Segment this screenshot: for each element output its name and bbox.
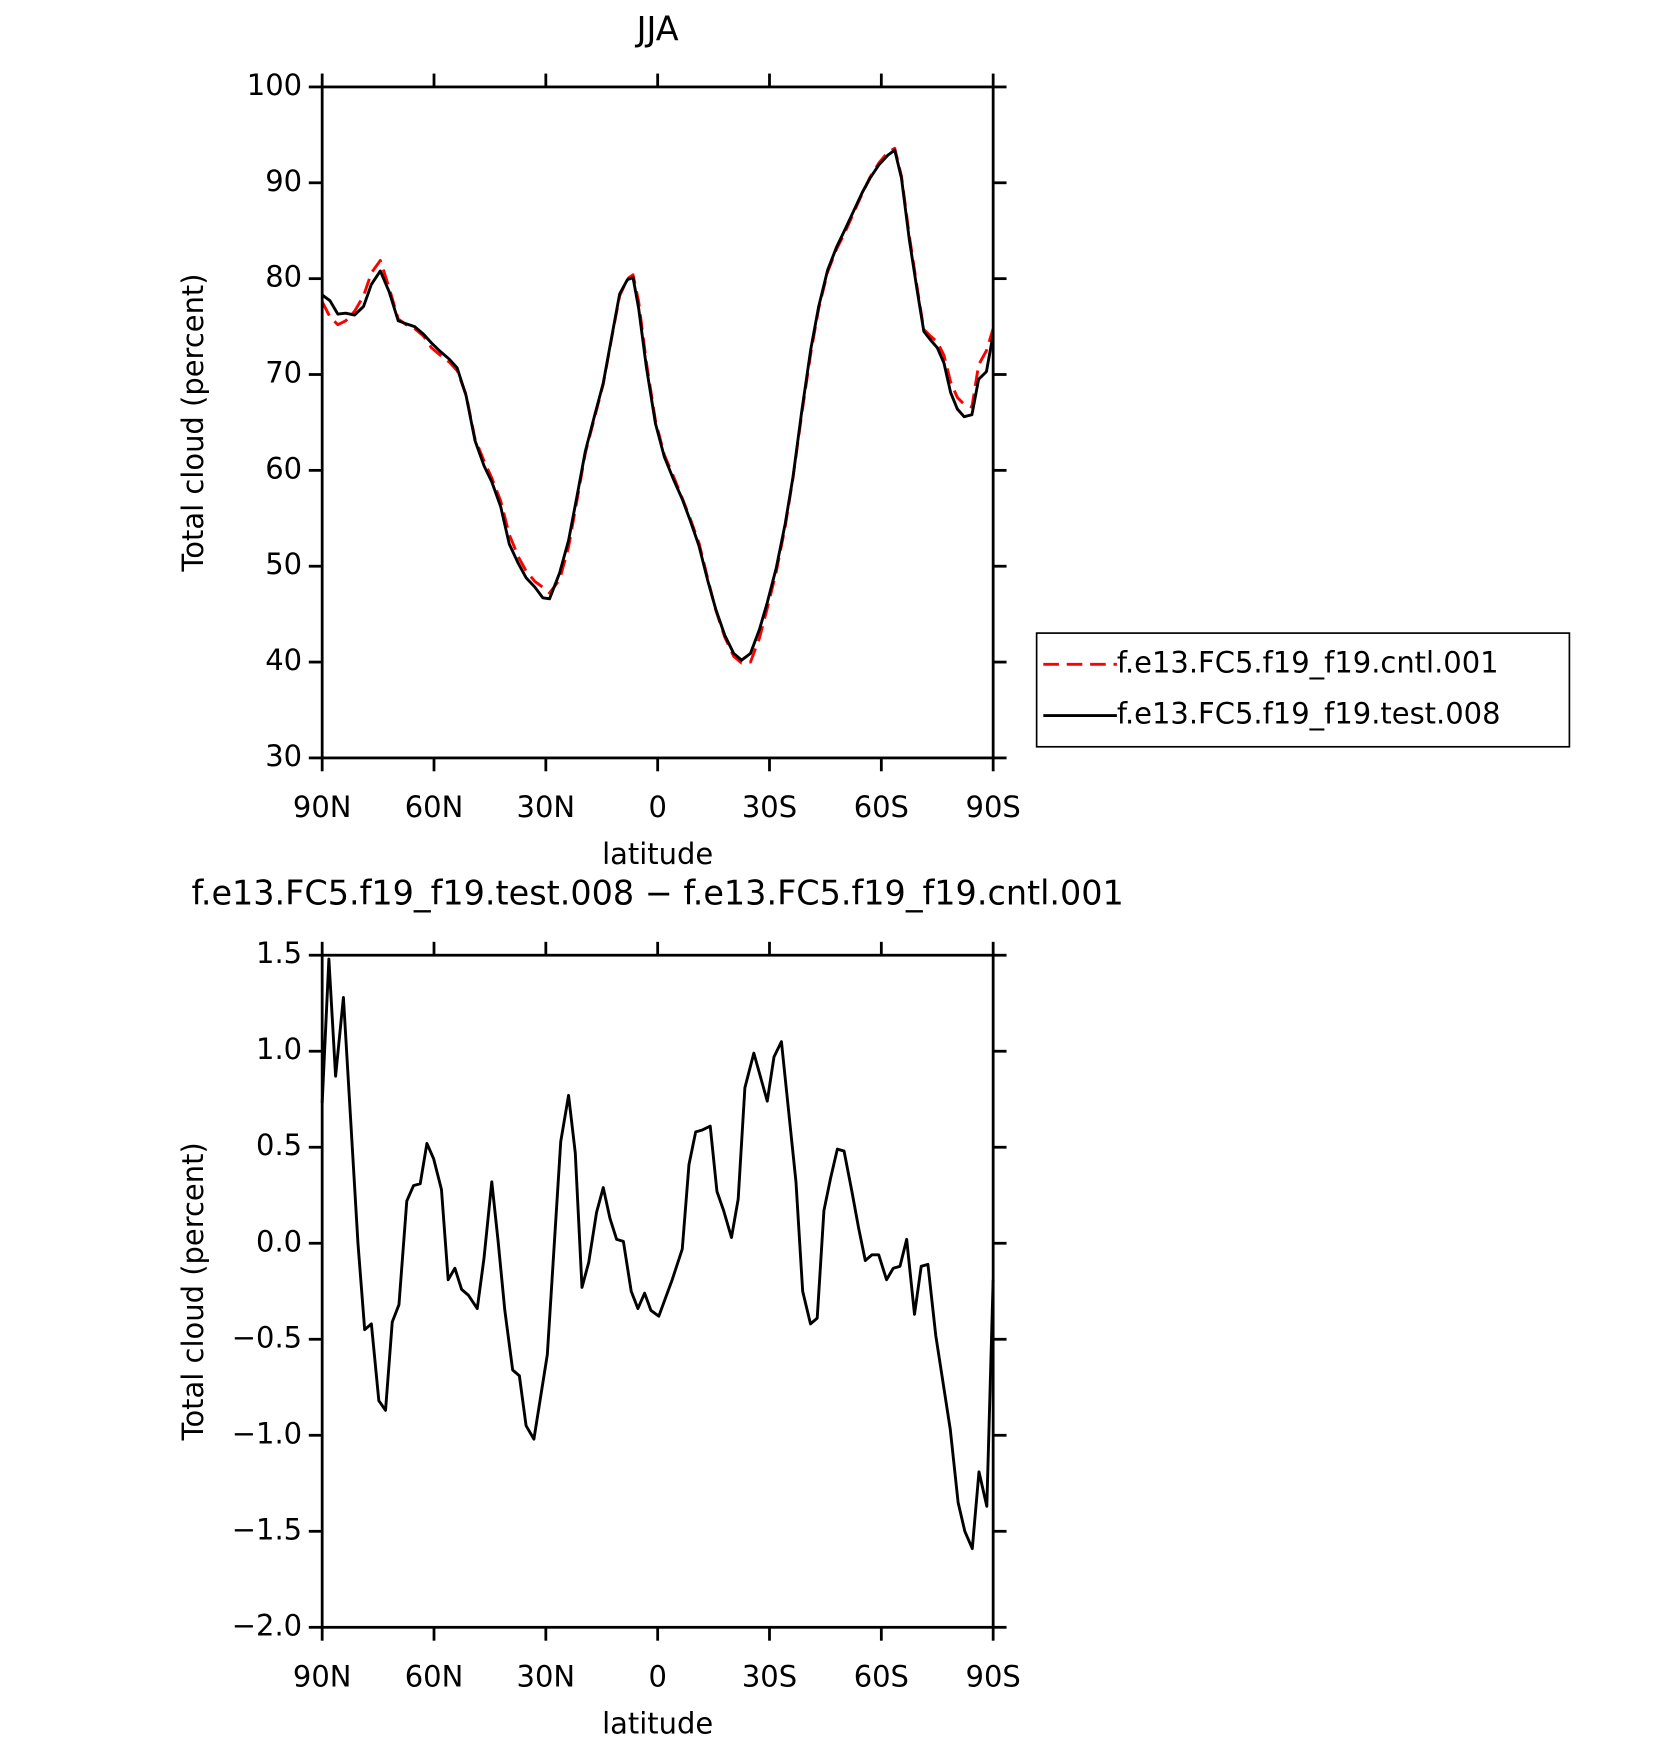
legend-label: f.e13.FC5.f19_f19.test.008 bbox=[1117, 697, 1501, 731]
y-tick-label: 0.5 bbox=[256, 1128, 302, 1162]
x-tick-label: 30S bbox=[742, 790, 797, 824]
y-tick-label: 1.0 bbox=[256, 1032, 302, 1066]
x-tick-label: 60S bbox=[854, 1660, 909, 1694]
x-tick-label: 30N bbox=[517, 1660, 576, 1694]
x-tick-label: 30N bbox=[517, 790, 576, 824]
chart-title: f.e13.FC5.f19_f19.test.008 − f.e13.FC5.f… bbox=[192, 874, 1124, 913]
legend-box bbox=[1035, 632, 1571, 748]
x-axis-label: latitude bbox=[602, 1706, 713, 1740]
x-tick-label: 60S bbox=[854, 790, 909, 824]
x-tick-label: 60N bbox=[405, 1660, 464, 1694]
x-tick-label: 90S bbox=[966, 790, 1021, 824]
y-tick-label: 1.5 bbox=[256, 936, 302, 970]
x-tick-label: 0 bbox=[648, 790, 666, 824]
y-tick-label: 80 bbox=[265, 260, 302, 294]
x-tick-label: 90N bbox=[293, 790, 352, 824]
y-tick-label: 50 bbox=[265, 547, 302, 581]
data-line bbox=[320, 957, 995, 1551]
y-tick-label: 60 bbox=[265, 451, 302, 485]
plot-frame bbox=[320, 953, 995, 1629]
x-axis-label: latitude bbox=[602, 837, 713, 871]
y-tick-label: −1.0 bbox=[232, 1416, 302, 1450]
y-tick-label: −1.5 bbox=[232, 1512, 302, 1546]
legend-label: f.e13.FC5.f19_f19.cntl.001 bbox=[1117, 645, 1499, 679]
data-line bbox=[320, 146, 995, 665]
x-tick-label: 60N bbox=[405, 790, 464, 824]
plot-frame bbox=[320, 85, 995, 760]
y-tick-label: 100 bbox=[247, 68, 302, 102]
x-tick-label: 90S bbox=[966, 1660, 1021, 1694]
y-tick-label: 30 bbox=[265, 739, 302, 773]
data-line bbox=[321, 148, 995, 662]
y-axis-label: Total cloud (percent) bbox=[176, 273, 210, 572]
chart-title: JJA bbox=[635, 10, 679, 49]
y-tick-label: −0.5 bbox=[232, 1320, 302, 1354]
x-tick-label: 90N bbox=[293, 1660, 352, 1694]
x-tick-label: 0 bbox=[648, 1660, 666, 1694]
y-axis-label: Total cloud (percent) bbox=[176, 1142, 210, 1441]
y-tick-label: 70 bbox=[265, 356, 302, 390]
y-tick-label: 40 bbox=[265, 643, 302, 677]
x-tick-label: 30S bbox=[742, 1660, 797, 1694]
y-tick-label: 0.0 bbox=[256, 1224, 302, 1258]
y-tick-label: 90 bbox=[265, 164, 302, 198]
y-tick-label: −2.0 bbox=[232, 1608, 302, 1642]
